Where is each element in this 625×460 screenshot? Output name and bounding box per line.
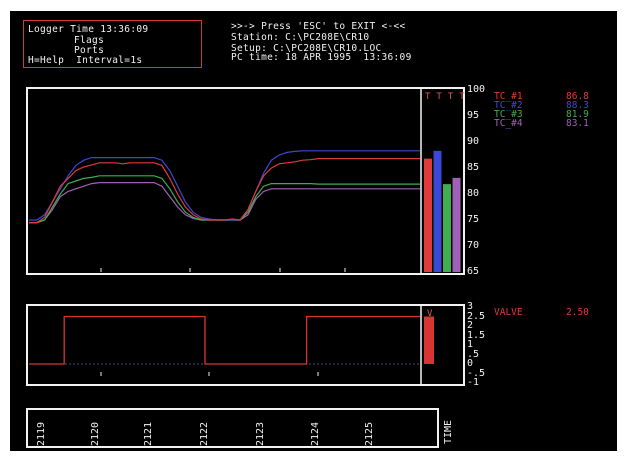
series-line-valve xyxy=(29,315,420,365)
temperature-chart-panel xyxy=(26,87,465,275)
bar-letter-valve: V xyxy=(427,309,433,319)
flags-label: Flags xyxy=(74,35,105,46)
legend-tc3-value: 81.9 xyxy=(566,109,589,120)
valve-readout-value: 2.50 xyxy=(566,307,589,318)
time-axis-title: TIME xyxy=(443,419,454,444)
temp-axis-tick-label: 70 xyxy=(467,240,480,251)
valve-axis-tick-label: 1 xyxy=(467,339,474,350)
bar-tc2 xyxy=(433,150,442,272)
valve-axis-tick-label: .5 xyxy=(467,348,480,360)
bar-valve xyxy=(424,316,434,364)
time-label: 2121 xyxy=(143,421,154,446)
series-line-tc_4 xyxy=(29,182,420,224)
valve-axis-tick-label: 1.5 xyxy=(467,329,486,341)
legend-tc2-value: 88.3 xyxy=(566,100,589,111)
legend-tc2-name: TC_#2 xyxy=(494,100,523,111)
bar-tc1 xyxy=(424,158,432,272)
setup-path: Setup: C:\PC208E\CR10.LOC xyxy=(231,43,382,54)
terminal-screen xyxy=(10,11,617,451)
time-label: 2122 xyxy=(199,421,210,446)
valve-axis-tick-label: 3 xyxy=(467,301,474,312)
valve-axis-tick-label: 0 xyxy=(467,358,474,369)
legend-tc4-value: 83.1 xyxy=(566,118,589,129)
series-line-tc_3 xyxy=(29,175,420,224)
temp-axis-tick-label: 80 xyxy=(467,188,480,199)
temp-axis-tick-label: 85 xyxy=(467,162,480,173)
bar-tc4 xyxy=(452,177,461,272)
time-label: 2119 xyxy=(36,421,47,446)
valve-readout-label: VALVE xyxy=(494,307,523,318)
exit-instruction: >>-> Press 'ESC' to EXIT <-<< xyxy=(231,21,406,32)
pc-time: PC time: 18 APR 1995 13:36:09 xyxy=(231,52,412,63)
time-label: 2120 xyxy=(90,421,101,446)
legend-tc1-name: TC_#1 xyxy=(494,91,523,102)
valve-axis-tick-label: -1 xyxy=(467,377,480,388)
station-path: Station: C:\PC208E\CR10 xyxy=(231,32,370,43)
series-line-tc_1 xyxy=(29,158,420,224)
valve-axis-tick-label: 2.5 xyxy=(467,310,486,322)
valve-chart-panel xyxy=(26,304,465,386)
time-label: 2125 xyxy=(364,421,375,446)
time-label: 2124 xyxy=(310,421,321,446)
temp-axis-tick-label: 65 xyxy=(467,266,480,277)
ports-label: Ports xyxy=(74,45,105,56)
legend-tc4-name: TC_#4 xyxy=(494,118,523,129)
bar-tc3 xyxy=(443,184,451,272)
logger-time-text: Logger Time 13:36:09 xyxy=(28,24,149,35)
legend-tc1-value: 86.8 xyxy=(566,91,589,102)
valve-axis-tick-label: -.5 xyxy=(467,367,486,379)
bar-letters-top: T T T T xyxy=(425,92,466,102)
legend-tc3-name: TC_#3 xyxy=(494,109,523,120)
time-label: 2123 xyxy=(255,421,266,446)
help-interval-text: H=Help Interval=1s xyxy=(28,55,143,66)
valve-axis-tick-label: 2 xyxy=(467,320,474,331)
time-axis-panel xyxy=(26,408,439,448)
temp-axis-tick-label: 75 xyxy=(467,214,480,225)
temp-axis-tick-label: 90 xyxy=(467,136,480,147)
logger-status-box xyxy=(23,20,202,68)
temp-axis-tick-label: 100 xyxy=(467,84,486,95)
temp-axis-tick-label: 95 xyxy=(467,110,480,121)
